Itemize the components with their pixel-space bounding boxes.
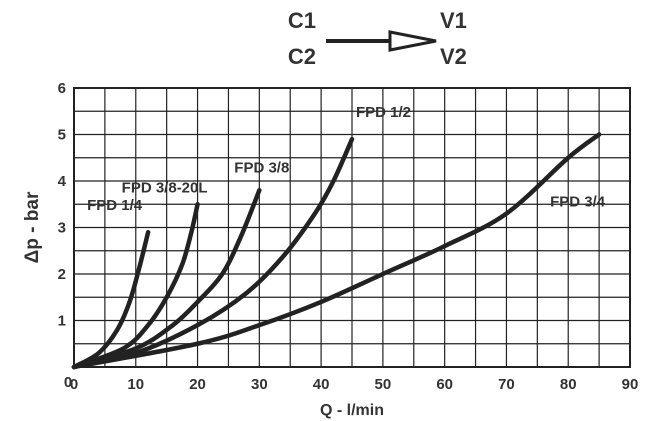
x-tick-label: 80 <box>560 376 577 393</box>
target-port-bottom: V2 <box>440 44 467 69</box>
chart-grid <box>74 88 630 367</box>
series-label-1: FPD 3/8-20L <box>122 179 208 196</box>
x-axis-title: Q - l/min <box>320 402 384 419</box>
x-tick-label: 30 <box>251 376 268 393</box>
origin-label: 0 <box>64 374 72 391</box>
x-tick-label: 40 <box>313 376 330 393</box>
series-label-0: FPD 1/4 <box>87 197 143 214</box>
y-tick-label: 3 <box>58 220 66 237</box>
plot-frame <box>73 87 631 368</box>
y-tick-label: 2 <box>58 266 66 283</box>
x-tick-label: 90 <box>622 376 639 393</box>
source-port-bottom: C2 <box>288 44 316 69</box>
x-tick-label: 50 <box>375 376 392 393</box>
y-tick-label: 6 <box>58 80 66 97</box>
source-port-top: C1 <box>288 8 316 33</box>
chart-series <box>71 132 602 370</box>
series-label-2: FPD 3/8 <box>234 159 289 176</box>
flow-arrow-icon <box>326 30 437 52</box>
y-tick-label: 5 <box>58 127 66 144</box>
x-tick-label: 20 <box>189 376 206 393</box>
series-line-2 <box>71 188 262 370</box>
x-tick-label: 0 <box>70 376 78 393</box>
y-axis-title: Δp - bar <box>22 191 43 263</box>
x-tick-label: 60 <box>436 376 453 393</box>
y-tick-label: 4 <box>58 173 67 190</box>
series-line-1 <box>71 202 200 370</box>
chart-axes: 0 10 20 30 40 50 60 70 80 90 1 2 3 4 5 6 Q - l/min Δp - b… <box>22 80 638 419</box>
x-tick-label: 70 <box>498 376 515 393</box>
target-port-top: V1 <box>440 8 467 33</box>
y-tick-label: 1 <box>58 313 66 330</box>
x-tick-label: 10 <box>127 376 144 393</box>
series-line-3 <box>71 136 355 370</box>
series-label-3: FPD 1/2 <box>356 104 411 121</box>
series-line-0 <box>71 229 151 370</box>
series-label-4: FPD 3/4 <box>550 194 606 211</box>
flow-direction-header: C1 C2 V1 V2 <box>288 8 467 69</box>
series-line-4 <box>71 132 602 370</box>
